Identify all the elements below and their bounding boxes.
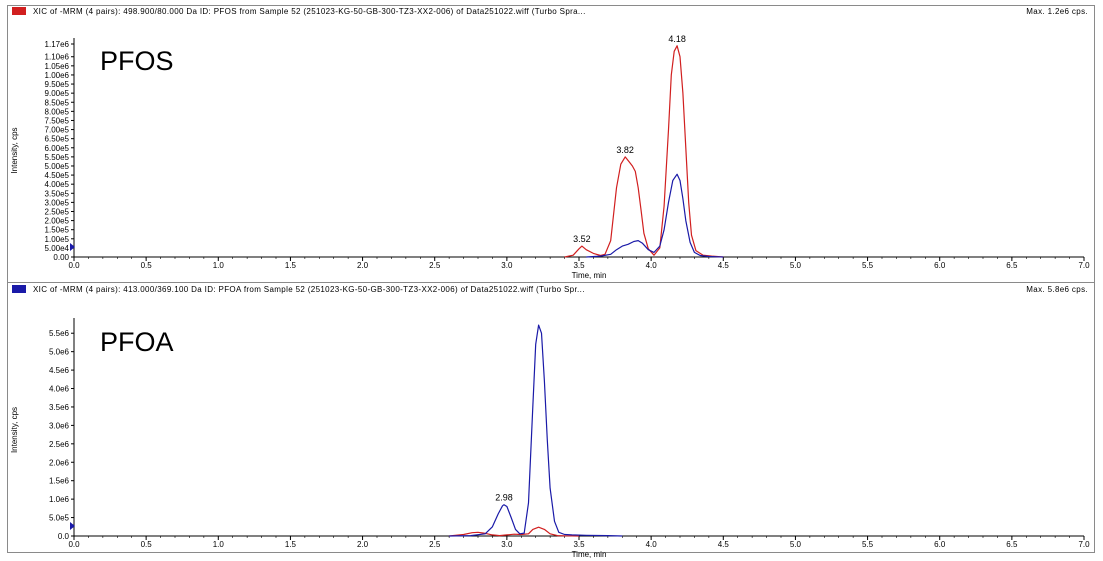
y-tick-label: 5.00e4 xyxy=(45,244,70,253)
x-tick-label: 0.5 xyxy=(141,261,153,270)
y-tick-label: 5.50e5 xyxy=(45,153,70,162)
x-tick-label: 2.5 xyxy=(429,540,441,549)
peak-label: 3.52 xyxy=(573,234,591,244)
pfos-header-text: XIC of -MRM (4 pairs): 498.900/80.000 Da… xyxy=(33,7,586,16)
pfos-series-swatch xyxy=(12,7,26,15)
y-tick-label: 7.50e5 xyxy=(45,116,70,125)
y-tick-label: 5.0e5 xyxy=(49,514,70,523)
y-tick-label: 1.50e5 xyxy=(45,226,70,235)
y-tick-label: 0.0 xyxy=(58,532,70,541)
y-tick-label: 1.05e6 xyxy=(45,62,70,71)
y-tick-label: 1.00e6 xyxy=(45,71,70,80)
pfoa-header-text: XIC of -MRM (4 pairs): 413.000/369.100 D… xyxy=(33,285,585,294)
y-tick-label: 5.5e6 xyxy=(49,329,70,338)
y-tick-label: 6.00e5 xyxy=(45,144,70,153)
x-tick-label: 5.5 xyxy=(862,540,874,549)
pfoa-panel: XIC of -MRM (4 pairs): 413.000/369.100 D… xyxy=(8,284,1094,559)
x-tick-label: 4.5 xyxy=(718,540,730,549)
x-tick-label: 0.5 xyxy=(141,540,153,549)
chromatogram-window: XIC of -MRM (4 pairs): 498.900/80.000 Da… xyxy=(7,5,1095,559)
y-tick-label: 4.5e6 xyxy=(49,366,70,375)
pfos-series-line-0 xyxy=(564,45,724,258)
y-axis-title: Intensity, cps xyxy=(10,407,19,453)
y-tick-label: 2.0e6 xyxy=(49,458,70,467)
y-tick-label: 1.10e6 xyxy=(45,53,70,62)
y-tick-label: 0.00 xyxy=(53,253,69,262)
y-tick-label: 8.00e5 xyxy=(45,107,70,116)
y-tick-label: 4.00e5 xyxy=(45,180,70,189)
x-tick-label: 6.5 xyxy=(1006,261,1018,270)
x-tick-label: 5.5 xyxy=(862,261,874,270)
x-tick-label: 5.0 xyxy=(790,540,802,549)
x-tick-label: 4.5 xyxy=(718,261,730,270)
panel-divider xyxy=(8,282,1094,283)
pfos-title: PFOS xyxy=(100,46,174,76)
x-tick-label: 1.0 xyxy=(213,540,225,549)
y-tick-label: 1.5e6 xyxy=(49,477,70,486)
peak-label: 3.82 xyxy=(616,145,634,155)
pfoa-series-swatch xyxy=(12,285,26,293)
y-axis-title: Intensity, cps xyxy=(10,127,19,173)
x-tick-label: 3.5 xyxy=(573,261,585,270)
y-tick-label: 2.5e6 xyxy=(49,440,70,449)
y-tick-label: 5.0e6 xyxy=(49,348,70,357)
y-tick-label: 2.50e5 xyxy=(45,207,70,216)
pfos-panel: XIC of -MRM (4 pairs): 498.900/80.000 Da… xyxy=(8,6,1094,282)
x-tick-label: 1.5 xyxy=(285,540,297,549)
y-tick-label: 3.0e6 xyxy=(49,421,70,430)
x-tick-label: 1.0 xyxy=(213,261,225,270)
x-tick-label: 3.5 xyxy=(573,540,585,549)
x-tick-label: 5.0 xyxy=(790,261,802,270)
x-tick-label: 6.0 xyxy=(934,261,946,270)
y-tick-label: 6.50e5 xyxy=(45,135,70,144)
y-tick-label: 2.00e5 xyxy=(45,217,70,226)
x-tick-label: 0.0 xyxy=(68,261,80,270)
y-tick-label: 4.50e5 xyxy=(45,171,70,180)
y-tick-label: 8.50e5 xyxy=(45,98,70,107)
y-tick-label: 1.0e6 xyxy=(49,495,70,504)
x-tick-label: 3.0 xyxy=(501,540,513,549)
x-tick-label: 2.0 xyxy=(357,261,369,270)
pfoa-series-line-1 xyxy=(449,324,623,537)
x-axis-title: Time, min xyxy=(572,271,607,280)
y-axis-marker[interactable] xyxy=(70,243,75,251)
x-tick-label: 2.0 xyxy=(357,540,369,549)
peak-label: 4.18 xyxy=(668,34,686,44)
x-tick-label: 6.5 xyxy=(1006,540,1018,549)
pfoa-chart[interactable]: 0.0 0.5 1.0 1.5 2.0 2.5 3.0 3.5 4.0 4.5 5.0 5.5 6.0 6… xyxy=(8,284,1094,559)
x-tick-label: 2.5 xyxy=(429,261,441,270)
y-tick-label: 9.00e5 xyxy=(45,89,70,98)
y-axis-marker[interactable] xyxy=(70,522,75,530)
x-tick-label: 4.0 xyxy=(646,261,658,270)
x-tick-label: 0.0 xyxy=(68,540,80,549)
y-tick-label: 3.00e5 xyxy=(45,198,70,207)
x-tick-label: 6.0 xyxy=(934,540,946,549)
y-tick-label: 5.00e5 xyxy=(45,162,70,171)
y-tick-label: 9.50e5 xyxy=(45,80,70,89)
x-tick-label: 4.0 xyxy=(646,540,658,549)
y-tick-label: 3.5e6 xyxy=(49,403,70,412)
y-tick-label: 1.00e5 xyxy=(45,235,70,244)
pfoa-max-label: Max. 5.8e6 cps. xyxy=(1026,285,1088,294)
x-tick-label: 1.5 xyxy=(285,261,297,270)
x-tick-label: 7.0 xyxy=(1078,540,1090,549)
pfos-max-label: Max. 1.2e6 cps. xyxy=(1026,7,1088,16)
x-axis-title: Time, min xyxy=(572,550,607,559)
pfoa-title: PFOA xyxy=(100,327,174,357)
y-tick-label: 1.17e6 xyxy=(45,40,70,49)
x-tick-label: 7.0 xyxy=(1078,261,1090,270)
x-tick-label: 3.0 xyxy=(501,261,513,270)
peak-label: 2.98 xyxy=(495,493,513,503)
y-tick-label: 4.0e6 xyxy=(49,385,70,394)
y-tick-label: 7.00e5 xyxy=(45,126,70,135)
pfoa-series-line-0 xyxy=(449,526,580,537)
y-tick-label: 3.50e5 xyxy=(45,189,70,198)
pfos-chart[interactable]: 0.0 0.5 1.0 1.5 2.0 2.5 3.0 3.5 4.0 4.5 5.0 5.5 6.0 6… xyxy=(8,6,1094,282)
pfos-series-line-1 xyxy=(586,173,724,258)
